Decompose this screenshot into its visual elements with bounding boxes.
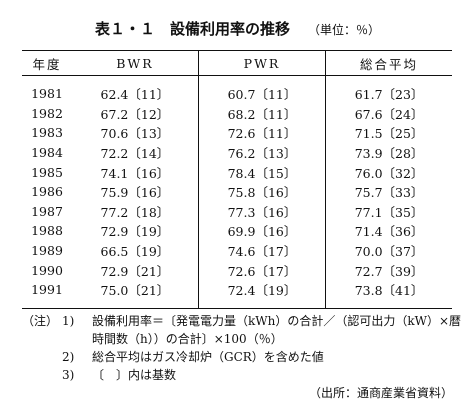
column-header: BWR bbox=[72, 50, 199, 76]
value-cell: 72.2〔14〕 bbox=[100, 146, 170, 162]
value-cell: 72.9〔21〕 bbox=[100, 263, 170, 279]
value-cell: 75.8〔16〕 bbox=[197, 181, 326, 202]
value-cell: 75.7〔33〕 bbox=[325, 181, 452, 202]
value-cell: 70.6〔13〕 bbox=[100, 126, 170, 142]
table-row: 1985 74.1〔16〕 78.4〔15〕 76.0〔32〕 bbox=[22, 162, 452, 182]
year-cell: 1987 bbox=[31, 203, 63, 219]
table-body: 1981 62.4〔11〕 60.7〔11〕 61.7〔23〕 1982 67.2〔12〕… bbox=[22, 75, 452, 309]
source: （出所：通商産業省資料） bbox=[308, 386, 453, 400]
table-row: 1986 75.9〔16〕 75.8〔16〕 75.7〔33〕 bbox=[22, 181, 452, 202]
column-header: PWR bbox=[197, 50, 326, 76]
note: （注） 1) 設備利用率＝〔発電電力量（kWh）の合計／（認可出力（kW）×暦時… bbox=[22, 312, 462, 348]
year-cell: 1991 bbox=[31, 282, 63, 298]
header-row: 年度 BWR PWR 総合平均 bbox=[22, 50, 452, 76]
value-cell: 77.2〔18〕 bbox=[100, 204, 170, 220]
note-indent bbox=[22, 348, 62, 366]
value-cell: 68.2〔11〕 bbox=[197, 103, 326, 124]
table-row: 1982 67.2〔12〕 68.2〔11〕 67.6〔24〕 bbox=[22, 103, 452, 124]
year-cell: 1989 bbox=[31, 243, 63, 259]
value-cell: 67.2〔12〕 bbox=[100, 106, 170, 122]
note-number: 1) bbox=[62, 314, 75, 328]
value-cell: 75.9〔16〕 bbox=[100, 185, 170, 201]
note-text: 設備利用率＝〔発電電力量（kWh）の合計／（認可出力（kW）×暦時間数（h））の… bbox=[92, 314, 461, 346]
value-cell: 70.0〔37〕 bbox=[325, 240, 452, 261]
year-cell: 1988 bbox=[31, 223, 63, 239]
notes: （注） 1) 設備利用率＝〔発電電力量（kWh）の合計／（認可出力（kW）×暦時… bbox=[22, 312, 462, 384]
value-cell: 71.5〔25〕 bbox=[325, 123, 452, 143]
value-cell: 77.3〔16〕 bbox=[197, 201, 326, 222]
table-row: 1990 72.9〔21〕 72.6〔17〕 72.7〔39〕 bbox=[22, 260, 452, 280]
table: 年度 BWR PWR 総合平均 1981 62.4〔11〕 60.7〔11〕 61.7〔23… bbox=[22, 50, 452, 309]
value-cell: 72.7〔39〕 bbox=[325, 260, 452, 280]
table-row: 1987 77.2〔18〕 77.3〔16〕 77.1〔35〕 bbox=[22, 201, 452, 222]
value-cell: 60.7〔11〕 bbox=[197, 75, 326, 104]
year-cell: 1984 bbox=[31, 145, 63, 161]
note-number: 2) bbox=[62, 350, 75, 364]
note: 2) 総合平均はガス冷却炉（GCR）を含めた値 bbox=[22, 348, 462, 366]
note: 3) 〔 〕内は基数 bbox=[22, 366, 462, 384]
value-cell: 72.4〔19〕 bbox=[197, 279, 326, 309]
note-number: 3) bbox=[62, 368, 75, 382]
value-cell: 69.9〔16〕 bbox=[197, 221, 326, 241]
value-cell: 74.1〔16〕 bbox=[100, 165, 170, 181]
value-cell: 72.9〔19〕 bbox=[100, 224, 170, 240]
table-row: 1991 75.0〔21〕 72.4〔19〕 73.8〔41〕 bbox=[22, 279, 452, 309]
value-cell: 72.6〔11〕 bbox=[197, 123, 326, 143]
title: 表１・１ 設備利用率の推移 bbox=[94, 20, 290, 38]
table-row: 1983 70.6〔13〕 72.6〔11〕 71.5〔25〕 bbox=[22, 123, 452, 143]
value-cell: 66.5〔19〕 bbox=[100, 244, 170, 260]
table-row: 1984 72.2〔14〕 76.2〔13〕 73.9〔28〕 bbox=[22, 142, 452, 163]
year-cell: 1990 bbox=[31, 262, 63, 278]
table-row: 1989 66.5〔19〕 74.6〔17〕 70.0〔37〕 bbox=[22, 240, 452, 261]
value-cell: 73.9〔28〕 bbox=[325, 142, 452, 163]
value-cell: 73.8〔41〕 bbox=[325, 279, 452, 309]
note-text: 総合平均はガス冷却炉（GCR）を含めた値 bbox=[92, 350, 324, 364]
year-cell: 1981 bbox=[31, 86, 63, 102]
column-header: 総合平均 bbox=[325, 50, 452, 76]
value-cell: 74.6〔17〕 bbox=[197, 240, 326, 261]
value-cell: 78.4〔15〕 bbox=[197, 162, 326, 182]
value-cell: 76.0〔32〕 bbox=[325, 162, 452, 182]
value-cell: 71.4〔36〕 bbox=[325, 221, 452, 241]
value-cell: 67.6〔24〕 bbox=[325, 103, 452, 124]
value-cell: 72.6〔17〕 bbox=[197, 260, 326, 280]
year-cell: 1982 bbox=[31, 105, 63, 121]
value-cell: 75.0〔21〕 bbox=[100, 283, 170, 299]
note-text: 〔 〕内は基数 bbox=[92, 368, 177, 382]
year-cell: 1986 bbox=[31, 184, 63, 200]
note-indent bbox=[22, 366, 62, 384]
table-row: 1988 72.9〔19〕 69.9〔16〕 71.4〔36〕 bbox=[22, 221, 452, 241]
title-line: 表１・１ 設備利用率の推移 （単位：％） bbox=[0, 18, 475, 39]
value-cell: 61.7〔23〕 bbox=[325, 75, 452, 104]
table-row: 1981 62.4〔11〕 60.7〔11〕 61.7〔23〕 bbox=[22, 75, 452, 104]
note-label: （注） bbox=[22, 314, 59, 328]
year-cell: 1985 bbox=[31, 164, 63, 180]
unit: （単位：％） bbox=[308, 23, 381, 37]
value-cell: 77.1〔35〕 bbox=[325, 201, 452, 222]
column-header: 年度 bbox=[22, 50, 72, 76]
value-cell: 76.2〔13〕 bbox=[197, 142, 326, 163]
value-cell: 62.4〔11〕 bbox=[100, 87, 170, 103]
year-cell: 1983 bbox=[31, 125, 63, 141]
